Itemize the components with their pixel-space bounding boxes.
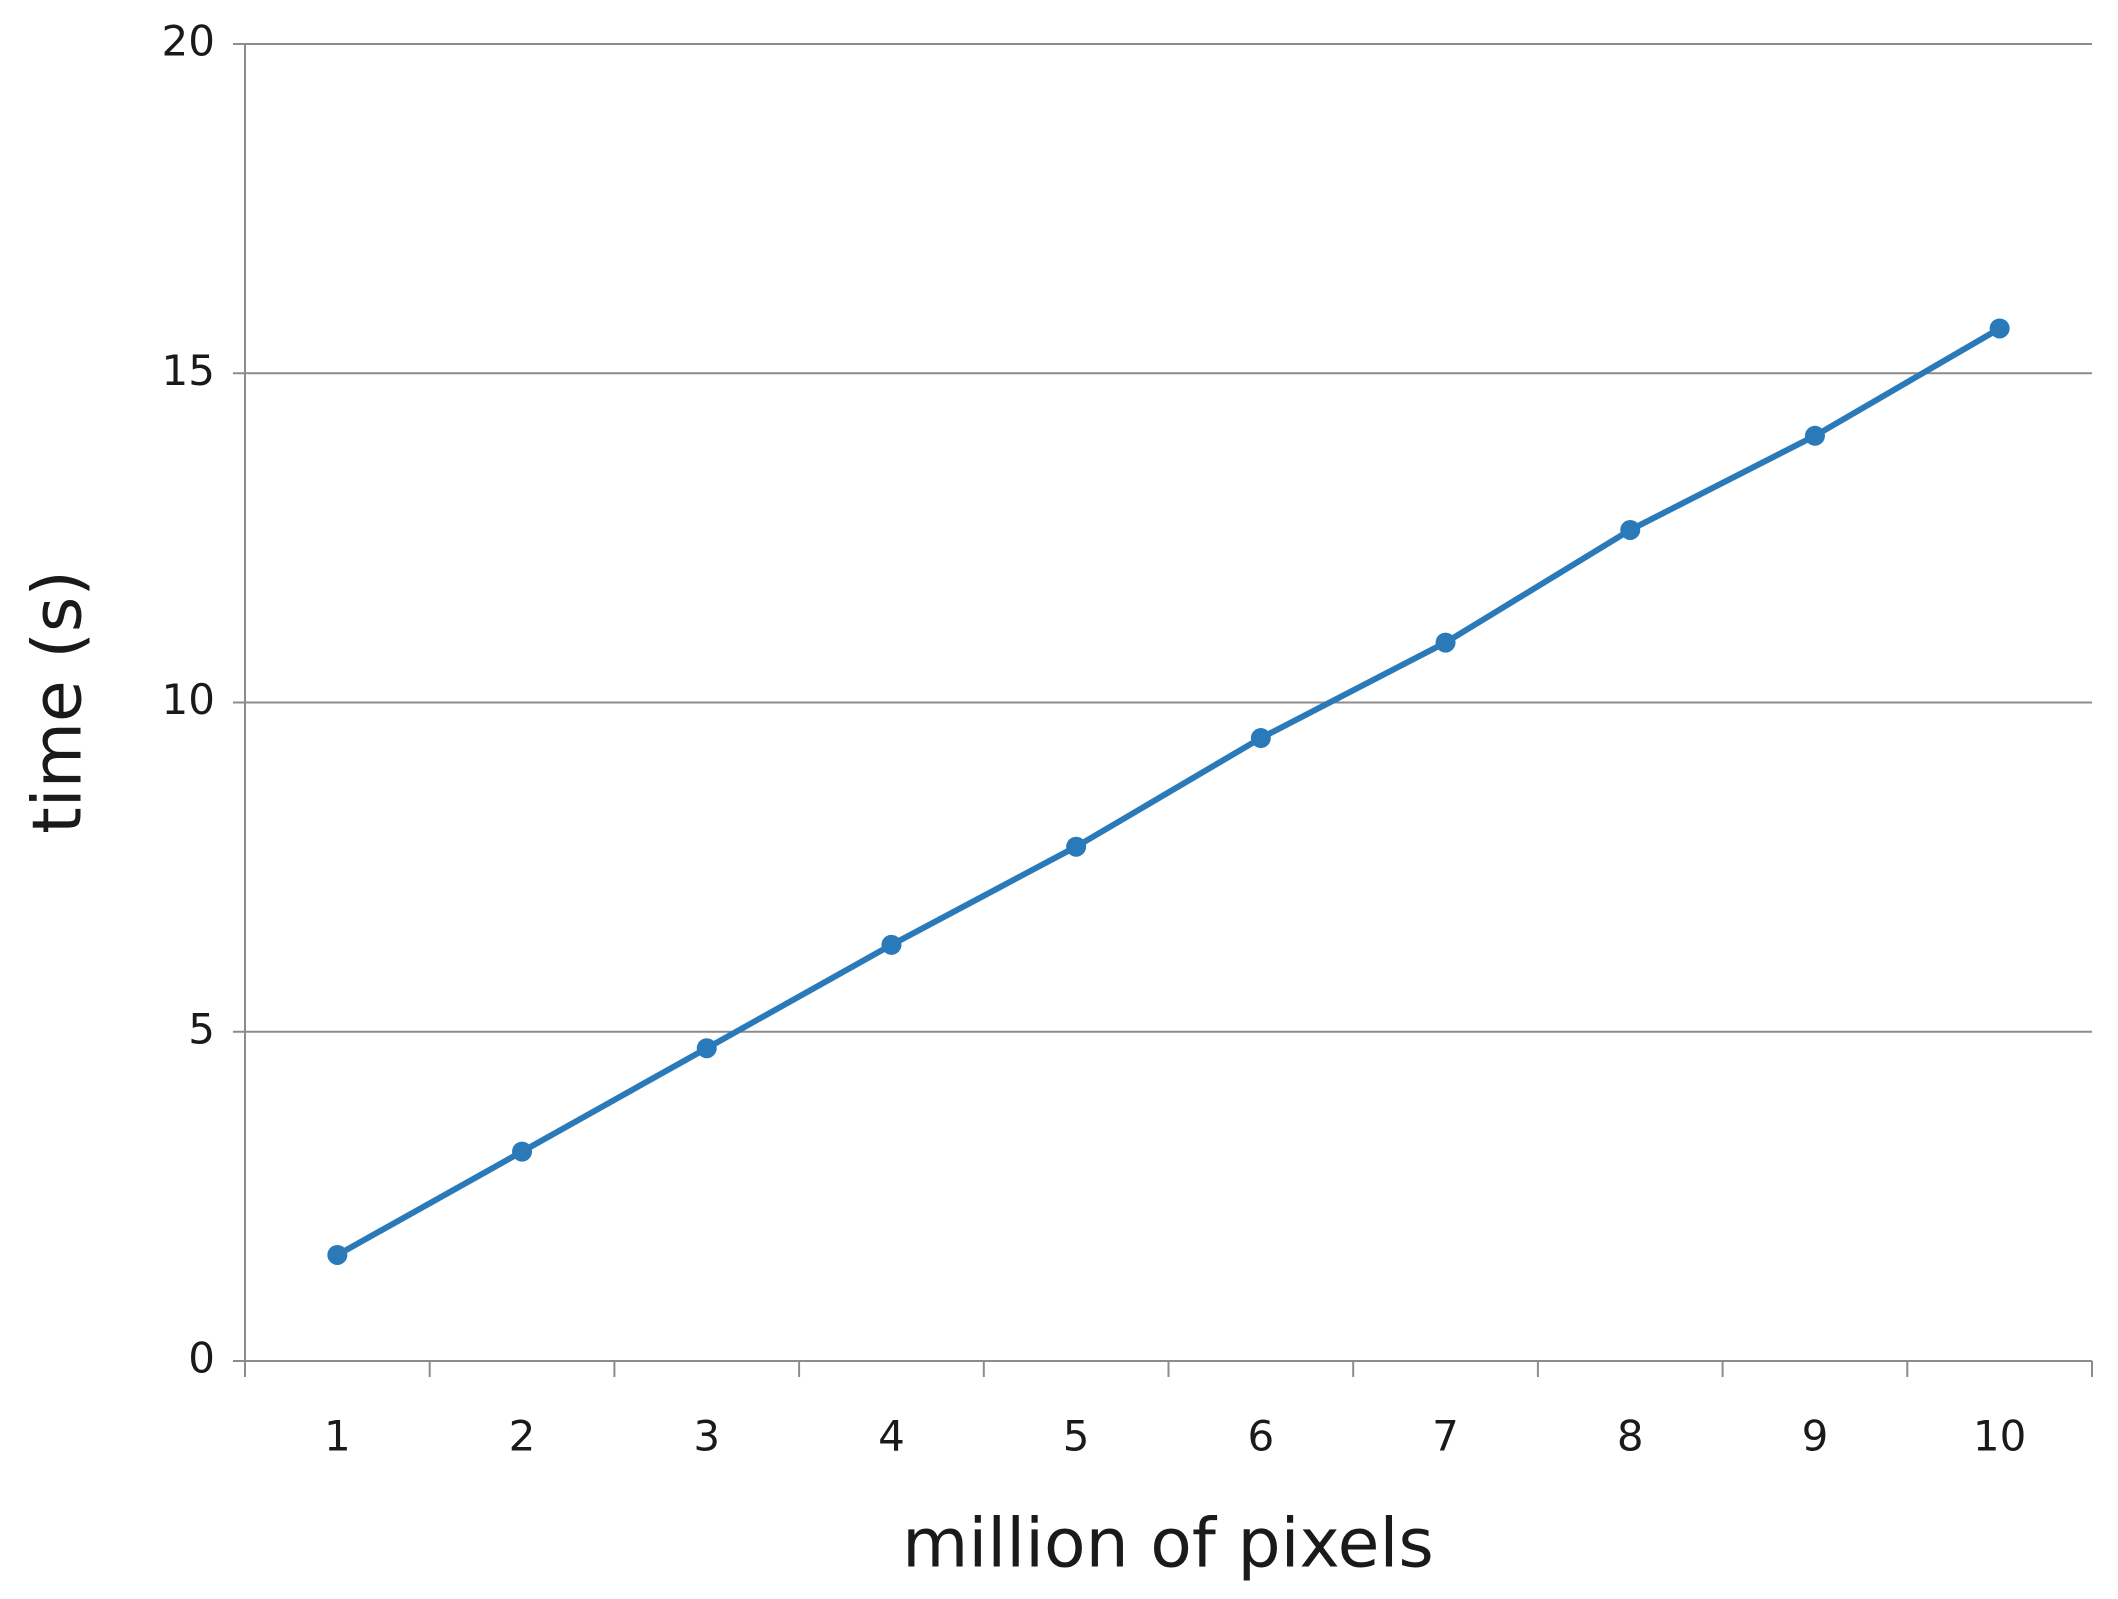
x-tick-label: 1 — [324, 1412, 351, 1461]
data-point — [1804, 425, 1825, 446]
y-axis-title: time (s) — [19, 570, 98, 834]
data-point — [1989, 318, 2010, 339]
y-tick-label: 15 — [162, 346, 215, 395]
x-tick-label: 8 — [1617, 1412, 1644, 1461]
x-tick-label: 10 — [1973, 1412, 2026, 1461]
x-tick-label: 7 — [1432, 1412, 1459, 1461]
x-tick-label: 9 — [1802, 1412, 1829, 1461]
data-point — [327, 1244, 348, 1265]
y-tick-label: 20 — [162, 17, 215, 66]
data-point — [1250, 728, 1271, 749]
data-point — [1620, 519, 1641, 540]
data-point — [1066, 836, 1087, 857]
y-tick-label: 10 — [162, 675, 215, 724]
series-line — [335, 325, 2002, 1258]
y-tick-label: 5 — [188, 1004, 215, 1053]
data-point — [1435, 632, 1456, 653]
x-tick-label: 2 — [509, 1412, 536, 1461]
data-point — [881, 934, 902, 955]
data-point — [512, 1141, 533, 1162]
y-tick-label: 0 — [188, 1334, 215, 1383]
x-tick-label: 4 — [878, 1412, 905, 1461]
x-tick-label: 6 — [1247, 1412, 1274, 1461]
x-tick-label: 5 — [1063, 1412, 1090, 1461]
x-tick-label: 3 — [693, 1412, 720, 1461]
x-axis-title: million of pixels — [902, 1505, 1434, 1584]
data-point — [696, 1038, 717, 1059]
